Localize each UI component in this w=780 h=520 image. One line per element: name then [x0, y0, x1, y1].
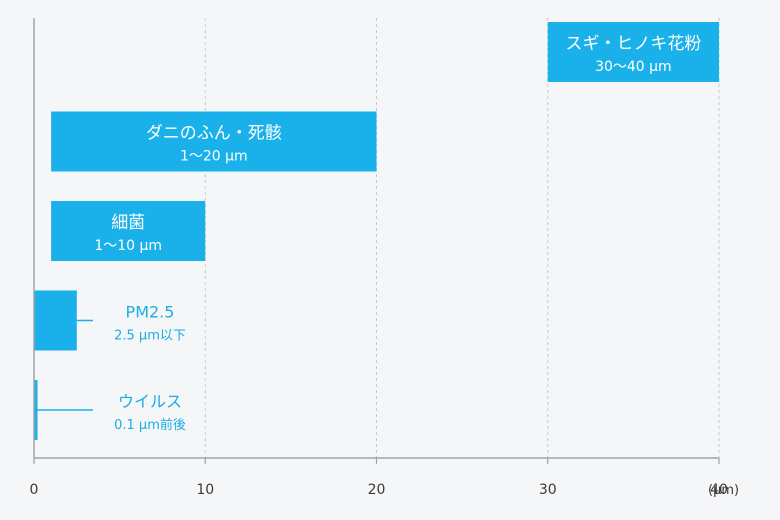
axes-group: 0 10 20 30 40 — [30, 18, 728, 498]
bar-name-label-2: 細菌 — [111, 213, 145, 233]
bar-name-label-0: スギ・ヒノキ花粉 — [565, 34, 701, 54]
x-tick-label-0: 0 — [30, 482, 39, 498]
bar-0 — [547, 22, 719, 82]
bar-4 — [34, 380, 38, 440]
bar-name-label-3: PM2.5 — [126, 303, 175, 322]
bar-1 — [51, 111, 377, 172]
x-tick-label-10: 10 — [196, 482, 214, 498]
bar-range-label-2: 1〜10 μm — [94, 238, 162, 254]
x-tick-label-40: 40 — [710, 482, 728, 498]
bars-group: スギ・ヒノキ花粉 30〜40 μm ダニのふん・死骸 1〜20 μm 細菌 1〜10 μm… — [34, 22, 719, 440]
bar-range-label-4: 0.1 μm前後 — [114, 417, 186, 433]
x-tick-label-30: 30 — [539, 482, 557, 498]
bar-name-label-1: ダニのふん・死骸 — [146, 124, 282, 144]
x-axis-unit-label: (μm) — [708, 483, 739, 498]
grid-lines — [204, 18, 720, 458]
x-tick-label-20: 20 — [368, 482, 386, 498]
bar-range-label-1: 1〜20 μm — [180, 149, 248, 165]
bar-range-label-3: 2.5 μm以下 — [114, 329, 186, 344]
bar-name-label-4: ウイルス — [118, 392, 182, 411]
bar-3 — [34, 290, 77, 351]
bar-2 — [51, 201, 206, 261]
bar-range-label-0: 30〜40 μm — [595, 59, 672, 75]
